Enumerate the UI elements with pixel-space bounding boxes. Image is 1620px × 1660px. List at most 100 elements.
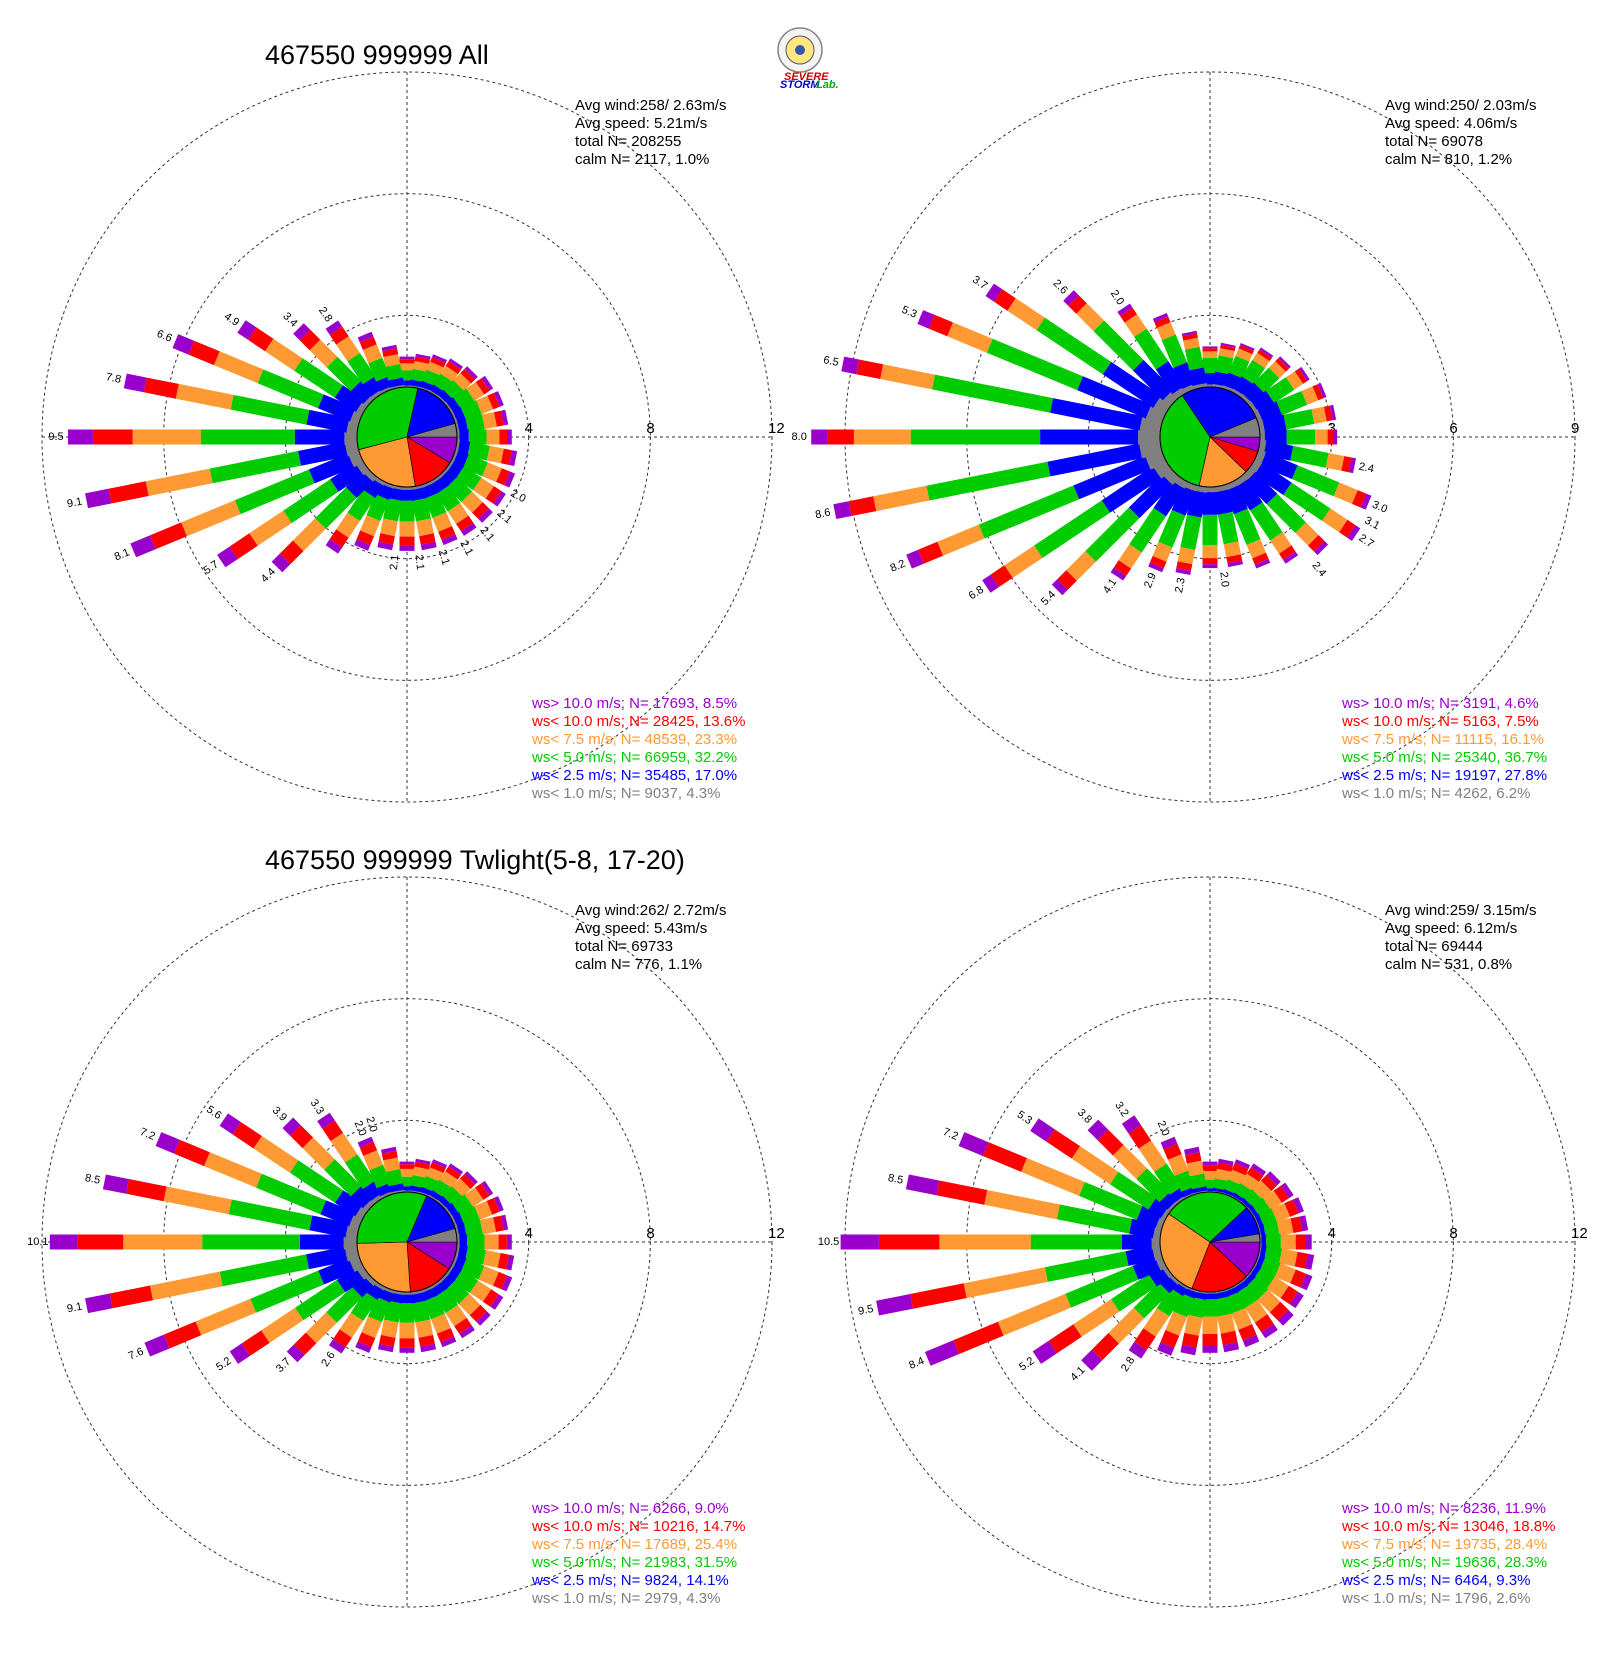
rose-bar-segment xyxy=(237,320,257,340)
rose-bar-segment xyxy=(472,502,489,519)
rose-bar-segment xyxy=(326,1286,363,1323)
rose-bar-segment xyxy=(309,339,338,368)
rose-bar-segment xyxy=(905,1174,940,1196)
rose-bar-segment xyxy=(498,1234,507,1250)
rose-bar-segment xyxy=(1202,1171,1218,1180)
rose-bar-segment xyxy=(500,409,509,426)
rose-bar-segment xyxy=(1202,1345,1218,1353)
rose-bar-segment xyxy=(257,369,324,409)
rose-bar-segment xyxy=(947,322,993,353)
rose-bar-segment xyxy=(1246,1167,1264,1182)
logo-text-lab: Lab. xyxy=(816,79,839,91)
rose-bar-segment xyxy=(1279,545,1296,560)
bar-value-label: 3.3 xyxy=(308,1097,326,1116)
rose-bar-segment xyxy=(464,1171,478,1185)
bar-value-label: 3.1 xyxy=(1362,515,1381,533)
rose-bar-segment xyxy=(1152,313,1169,323)
bar-value-label: 2.1 xyxy=(457,538,475,557)
rose-bar-segment xyxy=(1241,359,1265,385)
rose-bar-segment xyxy=(1245,1299,1268,1323)
rose-bar-segment xyxy=(306,409,350,433)
bar-value-label: 5.3 xyxy=(900,304,919,321)
rose-bar-segment xyxy=(1155,361,1185,395)
rose-bar-segment xyxy=(414,1161,430,1170)
rose-bar-segment xyxy=(217,546,238,568)
rose-bar-segment xyxy=(383,1157,401,1172)
ring-label: 12 xyxy=(768,420,785,437)
rose-bar-segment xyxy=(1185,346,1204,371)
rose-bar-segment xyxy=(305,1312,337,1344)
rose-bar-segment xyxy=(430,1313,451,1334)
rose-bar-segment xyxy=(1163,1143,1182,1160)
rose-bar-segment xyxy=(1134,328,1169,370)
rose-bar-segment xyxy=(440,365,459,382)
legend-entry: ws< 5.0 m/s; N= 21983, 31.5% xyxy=(531,1554,737,1571)
rose-bar-segment xyxy=(1132,359,1174,401)
pie-outline xyxy=(356,1191,458,1293)
rose-bar-segment xyxy=(1250,1163,1266,1176)
rose-bar-segment xyxy=(1245,1277,1269,1301)
rose-bar-segment xyxy=(1276,391,1308,416)
rose-bar-segment xyxy=(85,488,112,509)
rose-bar-segment xyxy=(1301,386,1319,405)
ring-label: 8 xyxy=(1449,1225,1457,1242)
rose-bar-segment xyxy=(1073,1299,1120,1337)
rose-bar-segment xyxy=(1202,514,1218,545)
rose-bar-segment xyxy=(318,1258,355,1285)
rose-bar-segment xyxy=(811,429,828,445)
stats-line: total N= 208255 xyxy=(575,133,681,150)
rose-bar-segment xyxy=(150,1271,223,1301)
rose-bar-segment xyxy=(1290,1216,1303,1233)
rose-bar-segment xyxy=(289,1160,344,1203)
rose-bar-segment xyxy=(1311,406,1327,424)
rose-bar-segment xyxy=(876,1294,913,1316)
rose-bar-segment xyxy=(1231,1163,1249,1176)
stats-line: Avg speed: 5.43m/s xyxy=(575,920,707,937)
rose-bar-segment xyxy=(1181,1332,1199,1348)
rose-bar-segment xyxy=(292,518,326,552)
rose-bar-segment xyxy=(336,336,360,362)
rose-bar-segment xyxy=(419,533,436,545)
stats-line: calm N= 776, 1.1% xyxy=(575,956,702,973)
rose-bar-segment xyxy=(1004,545,1043,578)
rose-bar-segment xyxy=(1186,1160,1204,1177)
rose-bar-segment xyxy=(497,1253,509,1270)
rose-bar-segment xyxy=(460,368,476,384)
bar-value-label: 2.0 xyxy=(363,1115,379,1133)
rose-bar-segment xyxy=(1235,1285,1258,1309)
rose-bar-segment xyxy=(501,1275,513,1292)
bar-value-label: 4.1 xyxy=(1068,1364,1087,1383)
rose-bar-segment xyxy=(493,1196,504,1212)
rose-bar-segment xyxy=(318,394,356,422)
wind-rose-panel: 467550 999999 Twlight(5-8, 17-20) 4 8 12 10.… xyxy=(27,845,785,1608)
bar-value-label: 9.1 xyxy=(66,496,83,511)
rose-bar-segment xyxy=(359,336,377,350)
bar-value-label: 2.1 xyxy=(436,548,452,566)
rose-bar-segment xyxy=(232,1122,262,1149)
rose-bar-segment xyxy=(1091,1333,1119,1361)
rose-bar-segment xyxy=(1341,456,1352,473)
legend-entry: ws< 7.5 m/s; N= 11115, 16.1% xyxy=(1341,731,1544,748)
rose-bar-segment xyxy=(163,1186,232,1215)
rose-bar-segment xyxy=(322,1120,343,1142)
rose-bar-segment xyxy=(1112,1144,1147,1179)
rose-bar-segment xyxy=(250,1270,324,1313)
rose-bar-segment xyxy=(982,574,999,593)
bar-value-label: 3.2 xyxy=(1112,1100,1130,1119)
rose-bar-segment xyxy=(388,1183,405,1193)
rose-bar-segment xyxy=(424,493,447,518)
bar-value-label: 2.1 xyxy=(413,554,426,570)
bar-value-label: 2.0 xyxy=(508,487,527,505)
rose-bar-segment xyxy=(506,1234,512,1250)
bar-value-label: 9.5 xyxy=(857,1303,874,1318)
rose-bar-segment xyxy=(1184,1146,1200,1155)
rose-bar-segment xyxy=(108,481,149,504)
rose-bar-segment xyxy=(357,1332,376,1348)
rose-bar-segment xyxy=(1279,1248,1298,1267)
rose-bar-segment xyxy=(1271,1203,1291,1223)
rose-bar-segment xyxy=(452,1178,471,1197)
rose-bar-segment xyxy=(441,534,458,546)
rose-bar-segment xyxy=(1167,1154,1189,1176)
pie-outline xyxy=(356,386,458,488)
rose-bar-segment xyxy=(464,366,478,380)
